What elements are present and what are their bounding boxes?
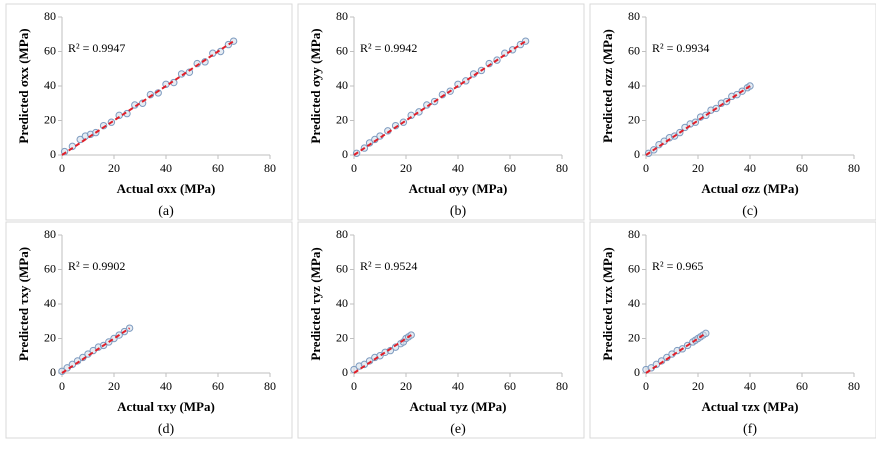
- x-tick-label: 60: [504, 379, 516, 393]
- annotation: R² = 0.9942: [360, 41, 417, 55]
- trend-line: [353, 40, 527, 156]
- annotation: R² = 0.965: [652, 259, 703, 273]
- x-tick-label: 40: [744, 379, 756, 393]
- panel-caption: (c): [742, 204, 758, 219]
- y-tick-label: 20: [628, 112, 640, 126]
- y-axis-label: Predicted σxx (MPa): [16, 28, 31, 143]
- y-tick-label: 20: [44, 112, 56, 126]
- x-tick-label: 40: [452, 379, 464, 393]
- panel-caption: (d): [158, 422, 175, 437]
- y-axis-label: Predicted τyz (MPa): [308, 247, 323, 360]
- y-tick-label: 40: [628, 296, 640, 310]
- x-axis-label: Actual τzx (MPa): [702, 399, 799, 414]
- panel-frame: [5, 221, 293, 439]
- y-tick-label: 40: [336, 296, 348, 310]
- annotation: R² = 0.9947: [68, 41, 125, 55]
- y-tick-label: 80: [336, 227, 348, 241]
- x-axis-label: Actual τxy (MPa): [117, 399, 215, 414]
- y-tick-label: 0: [634, 147, 640, 161]
- y-tick-label: 60: [44, 43, 56, 57]
- x-tick-label: 0: [59, 379, 65, 393]
- x-tick-label: 0: [643, 161, 649, 175]
- y-tick-label: 40: [336, 78, 348, 92]
- x-tick-label: 40: [452, 161, 464, 175]
- x-tick-label: 20: [400, 379, 412, 393]
- trend-line: [61, 40, 235, 156]
- trend-line: [645, 332, 707, 374]
- y-tick-label: 80: [336, 9, 348, 23]
- y-tick-label: 20: [628, 330, 640, 344]
- x-tick-label: 80: [264, 379, 276, 393]
- y-tick-label: 0: [342, 147, 348, 161]
- y-tick-label: 80: [628, 9, 640, 23]
- x-tick-label: 20: [400, 161, 412, 175]
- x-axis-label: Actual σyy (MPa): [409, 181, 508, 196]
- trend-line: [353, 334, 412, 374]
- y-axis-label: Predicted σyy (MPa): [308, 28, 323, 143]
- y-tick-label: 20: [336, 112, 348, 126]
- y-tick-label: 0: [50, 365, 56, 379]
- y-tick-label: 60: [628, 261, 640, 275]
- x-axis-label: Actual σzz (MPa): [701, 181, 798, 196]
- y-tick-label: 60: [44, 261, 56, 275]
- y-tick-label: 60: [336, 43, 348, 57]
- x-tick-label: 60: [504, 161, 516, 175]
- x-tick-label: 20: [108, 161, 120, 175]
- annotation: R² = 0.9524: [360, 259, 417, 273]
- x-tick-label: 40: [160, 161, 172, 175]
- y-tick-label: 60: [628, 43, 640, 57]
- x-axis-label: Actual τyz (MPa): [410, 399, 507, 414]
- y-tick-label: 0: [634, 365, 640, 379]
- x-tick-label: 60: [212, 379, 224, 393]
- trend-line: [645, 85, 751, 156]
- point: [702, 329, 710, 338]
- x-tick-label: 0: [351, 379, 357, 393]
- x-tick-label: 80: [556, 379, 568, 393]
- y-tick-label: 40: [628, 78, 640, 92]
- panel-caption: (f): [743, 422, 757, 437]
- y-tick-label: 20: [336, 330, 348, 344]
- y-tick-label: 40: [44, 296, 56, 310]
- y-axis-label: Predicted τxy (MPa): [16, 247, 31, 361]
- x-tick-label: 0: [643, 379, 649, 393]
- y-tick-label: 60: [336, 261, 348, 275]
- trend-line: [61, 327, 131, 374]
- y-tick-label: 80: [44, 227, 56, 241]
- panel-caption: (b): [450, 204, 467, 219]
- point: [125, 324, 134, 332]
- x-tick-label: 40: [744, 161, 756, 175]
- x-tick-label: 20: [692, 379, 704, 393]
- x-tick-label: 0: [351, 161, 357, 175]
- panel-frame: [297, 3, 585, 221]
- x-tick-label: 60: [796, 161, 808, 175]
- x-tick-label: 80: [848, 161, 860, 175]
- panel-frame: [5, 3, 293, 221]
- x-tick-label: 0: [59, 161, 65, 175]
- panel-frame: [589, 221, 876, 439]
- x-axis-label: Actual σxx (MPa): [117, 181, 216, 196]
- y-tick-label: 80: [44, 9, 56, 23]
- y-tick-label: 40: [44, 78, 56, 92]
- x-tick-label: 80: [848, 379, 860, 393]
- x-tick-label: 60: [796, 379, 808, 393]
- y-axis-label: Predicted τzx (MPa): [600, 247, 615, 360]
- x-tick-label: 20: [108, 379, 120, 393]
- x-tick-label: 80: [556, 161, 568, 175]
- x-tick-label: 60: [212, 161, 224, 175]
- x-tick-label: 20: [692, 161, 704, 175]
- panel-frame: [589, 3, 876, 221]
- y-tick-label: 20: [44, 330, 56, 344]
- panel-caption: (a): [158, 204, 174, 219]
- x-tick-label: 40: [160, 379, 172, 393]
- y-tick-label: 0: [342, 365, 348, 379]
- y-tick-label: 80: [628, 227, 640, 241]
- y-axis-label: Predicted σzz (MPa): [600, 29, 615, 143]
- annotation: R² = 0.9902: [68, 259, 125, 273]
- x-tick-label: 80: [264, 161, 276, 175]
- y-tick-label: 0: [50, 147, 56, 161]
- panel-caption: (e): [450, 422, 466, 437]
- panel-frame: [297, 221, 585, 439]
- annotation: R² = 0.9934: [652, 41, 709, 55]
